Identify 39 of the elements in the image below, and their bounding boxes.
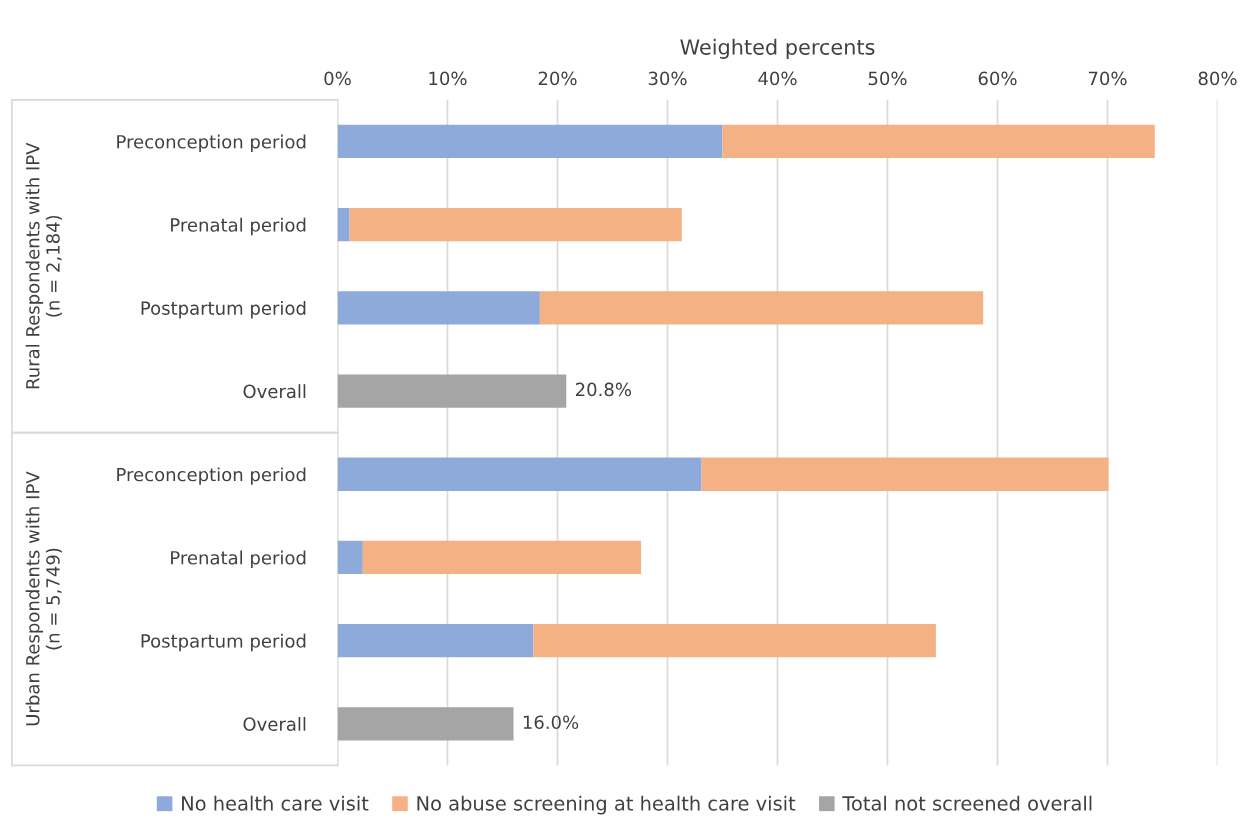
bar [349,208,682,242]
bar [337,291,540,325]
data-label: 16.0% [523,715,579,730]
bar [539,291,984,325]
bar [337,124,723,159]
x-tick-label: 30% [648,71,687,86]
bar [337,208,350,242]
legend-label: No abuse screening at health care visit [417,795,796,815]
text: Urban Respondents with IPV (n = 5,749) [25,471,62,726]
bar [337,624,534,658]
y-tick-label: Preconception period [117,467,306,485]
bar [362,540,642,575]
bar [337,457,702,491]
y-tick-label: Preconception period [117,134,306,153]
data-label: 20.8% [575,382,631,397]
bar [701,457,1109,491]
y-tick-label: Overall [243,716,306,731]
x-tick-label: 50% [868,71,907,86]
x-axis-title: Weighted percents [680,38,875,59]
x-tick-label: 60% [978,71,1017,86]
bar [337,540,363,575]
bar [337,374,567,408]
x-tick-label: 10% [429,71,467,86]
y-tick-label: Prenatal period [171,550,306,569]
x-tick-label: 40% [758,71,797,86]
y-tick-label: Postpartum period [141,300,306,319]
x-tick-label: 70% [1088,71,1127,86]
bar [533,624,936,658]
x-tick-label: 80% [1198,71,1237,86]
y-tick-label: Prenatal period [171,217,306,236]
text: Rural Respondents with IPV (n = 2,184) [25,142,62,389]
x-tick-label: 0% [324,71,351,86]
legend-label: Total not screened overall [842,795,1092,811]
y-tick-label: Overall [243,384,306,399]
bar [337,707,514,741]
bar [722,124,1155,159]
x-tick-label: 20% [538,71,577,86]
legend-label: No health care visit [182,795,369,811]
y-tick-label: Postpartum period [141,633,306,652]
